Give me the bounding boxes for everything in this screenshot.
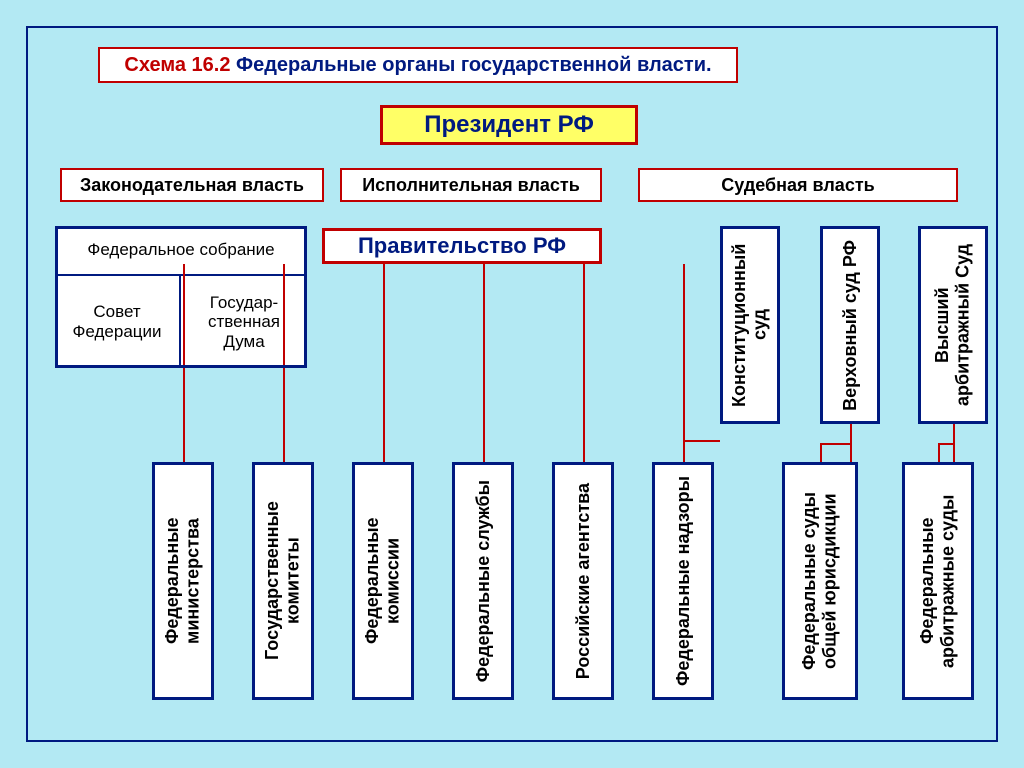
federal-arbitration-courts: Федеральные арбитражные суды bbox=[902, 462, 974, 700]
higher-arbitration-court-label: Высший арбитражный Суд bbox=[932, 229, 973, 421]
branch-judicial: Судебная власть bbox=[638, 168, 958, 202]
scheme-title-text: Схема 16.2 Федеральные органы государств… bbox=[124, 54, 711, 77]
supreme-court-label: Верховный суд РФ bbox=[840, 240, 861, 411]
federal-courts-general: Федеральные суды общей юрисдикции bbox=[782, 462, 858, 700]
russian-agencies-label: Российские агентства bbox=[573, 483, 594, 679]
federal-ministries: Федеральные министерства bbox=[152, 462, 214, 700]
branch-legislative-label: Законодательная власть bbox=[80, 175, 304, 196]
branch-legislative: Законодательная власть bbox=[60, 168, 324, 202]
branch-judicial-label: Судебная власть bbox=[721, 175, 874, 196]
federal-oversight: Федеральные надзоры bbox=[652, 462, 714, 700]
constitutional-court: Конституционный суд bbox=[720, 226, 780, 424]
federal-commissions: Федеральные комиссии bbox=[352, 462, 414, 700]
government-label: Правительство РФ bbox=[358, 233, 566, 258]
diagram-canvas: Схема 16.2 Федеральные органы государств… bbox=[0, 0, 1024, 768]
branch-executive-label: Исполнительная власть bbox=[362, 175, 580, 196]
state-committees: Государственные комитеты bbox=[252, 462, 314, 700]
scheme-caption: Федеральные органы государственной власт… bbox=[230, 54, 711, 76]
president-label: Президент РФ bbox=[424, 111, 594, 139]
constitutional-court-label: Конституционный суд bbox=[729, 229, 770, 421]
federal-services-label: Федеральные службы bbox=[473, 480, 494, 682]
supreme-court: Верховный суд РФ bbox=[820, 226, 880, 424]
scheme-title-box: Схема 16.2 Федеральные органы государств… bbox=[98, 47, 738, 83]
federal-ministries-label: Федеральные министерства bbox=[162, 473, 203, 689]
higher-arbitration-court: Высший арбитражный Суд bbox=[918, 226, 988, 424]
federal-assembly bbox=[55, 226, 307, 368]
federal-commissions-label: Федеральные комиссии bbox=[362, 473, 403, 689]
scheme-number: Схема 16.2 bbox=[124, 54, 230, 76]
branch-executive: Исполнительная власть bbox=[340, 168, 602, 202]
federal-services: Федеральные службы bbox=[452, 462, 514, 700]
state-committees-label: Государственные комитеты bbox=[262, 473, 303, 689]
russian-agencies: Российские агентства bbox=[552, 462, 614, 700]
government-box: Правительство РФ bbox=[322, 228, 602, 264]
president-box: Президент РФ bbox=[380, 105, 638, 145]
federal-courts-general-label: Федеральные суды общей юрисдикции bbox=[799, 492, 840, 670]
federal-oversight-label: Федеральные надзоры bbox=[673, 476, 694, 686]
federal-arbitration-courts-label: Федеральные арбитражные суды bbox=[917, 473, 958, 689]
